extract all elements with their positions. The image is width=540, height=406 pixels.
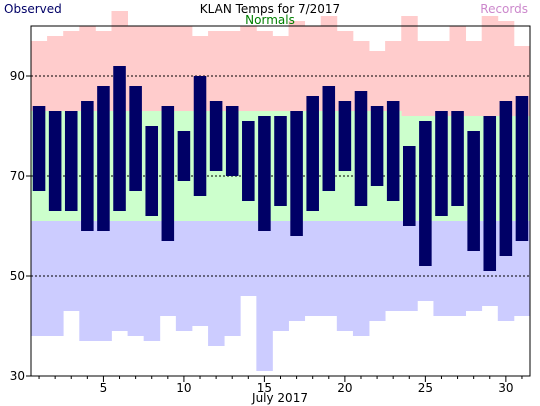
record-low-segment	[240, 221, 257, 296]
observed-bar-day-31	[515, 96, 529, 241]
record-high-segment	[288, 21, 306, 111]
y-tick-label: 50	[10, 269, 25, 283]
observed-bar-day-2	[48, 111, 62, 211]
y-axis: 30 50 70 90	[10, 69, 31, 383]
observed-bar-day-21	[354, 91, 368, 206]
record-low-segment	[208, 221, 225, 346]
record-low-segment	[159, 221, 177, 316]
record-high-segment	[481, 16, 499, 116]
record-low-segment	[79, 221, 96, 341]
x-tick-label: 10	[176, 381, 191, 395]
observed-bar-day-11	[193, 76, 207, 196]
record-low-segment	[95, 221, 112, 341]
observed-bar-day-4	[81, 101, 94, 231]
observed-bar-day-5	[97, 86, 110, 231]
observed-bar-day-24	[402, 146, 416, 226]
observed-bar-day-6	[113, 66, 126, 211]
record-high-segment	[497, 21, 515, 116]
record-high-segment	[47, 36, 64, 111]
record-low-segment	[513, 221, 531, 316]
x-tick-label: 20	[337, 381, 352, 395]
observed-bar-day-18	[306, 96, 319, 211]
x-tick-label: 25	[418, 381, 433, 395]
observed-bar-day-16	[274, 116, 287, 206]
record-low-segment	[31, 221, 48, 336]
record-high-segment	[465, 41, 483, 116]
observed-bar-day-23	[386, 101, 400, 201]
record-high-segment	[63, 31, 80, 111]
record-low-segment	[449, 221, 467, 316]
observed-bar-day-30	[499, 101, 513, 256]
x-tick-label: 5	[100, 381, 108, 395]
y-tick-label: 70	[10, 169, 25, 183]
record-high-segment	[336, 31, 354, 111]
observed-bars	[32, 66, 529, 271]
record-low-segment	[336, 221, 354, 331]
record-low-segment	[224, 221, 241, 336]
observed-bar-day-1	[32, 106, 46, 191]
legend-records: Records	[480, 2, 528, 16]
x-axis-label: July 2017	[251, 391, 308, 405]
legend-observed: Observed	[4, 2, 62, 16]
record-low-segment	[433, 221, 450, 316]
observed-bar-day-9	[161, 106, 175, 241]
x-tick-label: 30	[498, 381, 513, 395]
record-high-segment	[79, 26, 96, 111]
record-low-segment	[127, 221, 145, 336]
chart-title: KLAN Temps for 7/2017	[199, 2, 341, 16]
record-low-segment	[304, 221, 322, 316]
observed-bar-day-8	[145, 126, 159, 216]
record-low-segment	[288, 221, 306, 321]
record-high-segment	[143, 26, 161, 111]
record-low-segment	[385, 221, 402, 311]
observed-bar-day-12	[209, 101, 223, 171]
record-low-segment	[369, 221, 386, 321]
record-low-segment	[401, 221, 418, 311]
record-high-segment	[224, 31, 241, 111]
observed-bar-day-28	[467, 131, 480, 251]
record-high-segment	[433, 41, 450, 116]
record-high-segment	[256, 31, 273, 111]
y-tick-label: 90	[10, 69, 25, 83]
record-low-band	[31, 221, 531, 371]
record-low-segment	[256, 221, 273, 371]
record-low-segment	[191, 221, 209, 326]
record-high-segment	[449, 26, 467, 116]
observed-bar-day-27	[451, 111, 464, 206]
legend-normals: Normals	[245, 13, 295, 27]
x-tick-label: 15	[257, 381, 272, 395]
record-high-segment	[369, 51, 386, 111]
record-high-segment	[208, 31, 225, 111]
record-low-segment	[143, 221, 161, 341]
record-low-segment	[352, 221, 370, 336]
record-high-segment	[272, 36, 289, 111]
x-axis: 5 10 15 20 25 30	[38, 376, 523, 395]
observed-bar-day-17	[290, 111, 303, 236]
record-high-segment	[385, 41, 402, 111]
record-high-band	[31, 11, 531, 116]
observed-bar-day-26	[435, 111, 448, 216]
observed-bar-day-25	[419, 121, 432, 266]
record-low-segment	[63, 221, 80, 311]
observed-bar-day-19	[322, 86, 336, 191]
record-high-segment	[159, 26, 177, 111]
record-high-segment	[175, 26, 193, 111]
observed-bar-day-14	[242, 121, 255, 201]
observed-bar-day-13	[225, 106, 239, 176]
observed-bar-day-20	[338, 101, 352, 171]
record-high-segment	[401, 16, 418, 116]
observed-bar-day-7	[129, 86, 142, 191]
observed-bar-day-29	[483, 116, 497, 271]
observed-bar-day-15	[258, 116, 271, 231]
observed-bar-day-22	[370, 106, 384, 186]
record-low-segment	[320, 221, 338, 316]
record-high-segment	[240, 26, 257, 111]
y-tick-label: 30	[10, 369, 25, 383]
record-low-segment	[47, 221, 64, 336]
observed-bar-day-3	[64, 111, 78, 211]
observed-bar-day-10	[177, 131, 191, 181]
record-high-segment	[304, 26, 322, 111]
record-high-segment	[417, 41, 434, 116]
